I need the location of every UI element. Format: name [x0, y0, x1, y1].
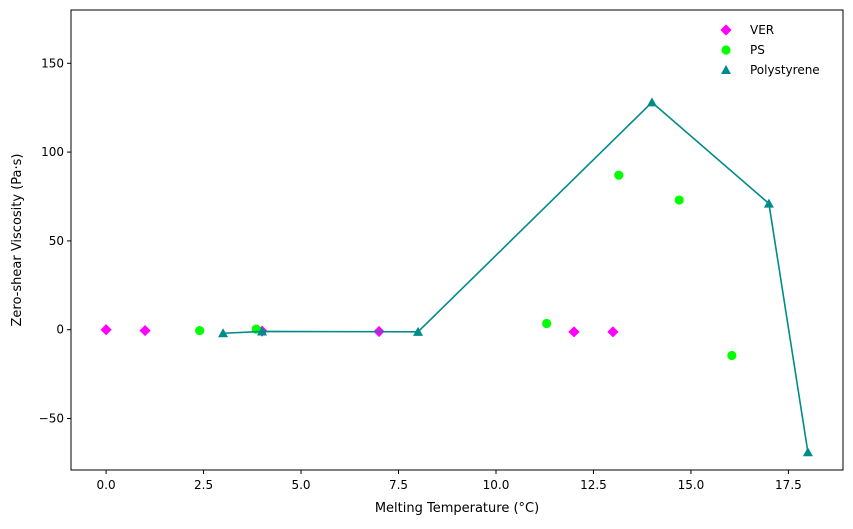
y-tick-label: 150 — [41, 56, 64, 70]
data-point-ps — [674, 195, 684, 205]
x-tick-label: 2.5 — [194, 478, 213, 492]
y-ticks: −50 0 50 100 150 — [39, 56, 71, 425]
legend-marker-polystyrene — [721, 65, 731, 74]
data-point-ps — [727, 350, 737, 361]
data-point-ps — [542, 318, 552, 329]
x-tick-label: 0.0 — [97, 478, 116, 492]
data-point-polystyrene — [802, 447, 813, 457]
data-point-ver — [607, 326, 619, 338]
y-axis-label: Zero-shear Viscosity (Pa·s) — [10, 154, 25, 327]
data-point-ver — [100, 324, 112, 336]
x-axis-label: Melting Temperature (°C) — [375, 501, 539, 516]
x-ticks: 0.0 2.5 5.0 7.5 10.0 12.5 15.0 17.5 — [97, 470, 802, 492]
legend-label-polystyrene: Polystyrene — [750, 63, 820, 77]
legend-label-ver: VER — [750, 23, 774, 37]
x-tick-label: 7.5 — [389, 478, 408, 492]
x-tick-label: 10.0 — [483, 478, 510, 492]
data-point-polystyrene — [646, 97, 657, 107]
data-point-ps — [614, 170, 624, 180]
plot-frame — [70, 9, 844, 471]
x-tick-label: 12.5 — [580, 478, 607, 492]
data-point-polystyrene — [257, 326, 268, 336]
series-line-polystyrene — [223, 101, 809, 453]
y-tick-label: 50 — [49, 234, 64, 248]
legend-marker-ps — [721, 45, 731, 55]
y-tick-label: −50 — [39, 411, 64, 425]
data-point-ps — [195, 325, 205, 336]
legend-marker-ver — [720, 24, 732, 36]
y-tick-label: 100 — [41, 145, 64, 159]
data-point-ver — [568, 326, 580, 338]
data-point-polystyrene — [413, 326, 424, 336]
x-tick-label: 15.0 — [678, 478, 705, 492]
legend-label-ps: PS — [750, 43, 765, 57]
data-point-polystyrene — [218, 328, 229, 338]
data-point-polystyrene — [763, 198, 774, 208]
x-tick-label: 5.0 — [291, 478, 310, 492]
legend: VER PS Polystyrene — [720, 23, 820, 77]
y-tick-label: 0 — [56, 323, 64, 337]
data-point-ver — [139, 324, 151, 337]
plot-layer — [100, 97, 813, 457]
x-tick-label: 17.5 — [775, 478, 802, 492]
